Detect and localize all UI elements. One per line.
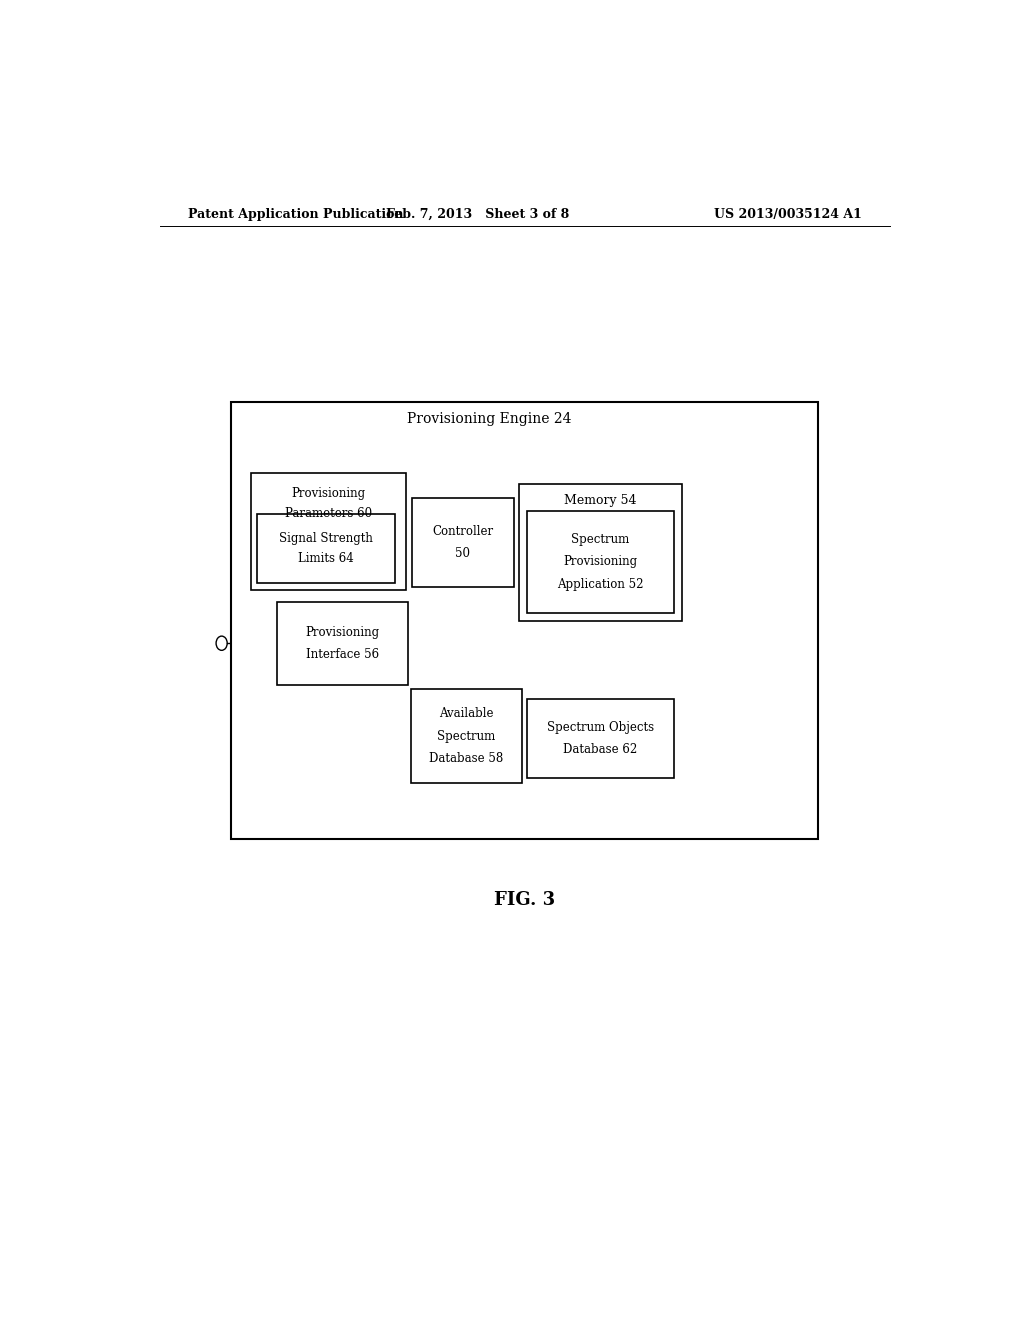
FancyBboxPatch shape [251, 474, 406, 590]
FancyBboxPatch shape [278, 602, 409, 685]
Text: 50: 50 [456, 548, 470, 560]
Text: Database 62: Database 62 [563, 743, 638, 756]
Text: Memory 54: Memory 54 [564, 494, 637, 507]
FancyBboxPatch shape [257, 515, 395, 583]
Text: Patent Application Publication: Patent Application Publication [187, 207, 403, 220]
Text: FIG. 3: FIG. 3 [495, 891, 555, 909]
Text: Signal Strength: Signal Strength [280, 532, 373, 545]
Text: Application 52: Application 52 [557, 578, 644, 591]
Text: Spectrum: Spectrum [571, 533, 630, 546]
Text: Provisioning: Provisioning [563, 556, 638, 569]
Text: Interface 56: Interface 56 [306, 648, 379, 661]
FancyBboxPatch shape [527, 700, 674, 779]
Text: Spectrum Objects: Spectrum Objects [547, 721, 654, 734]
Text: US 2013/0035124 A1: US 2013/0035124 A1 [714, 207, 862, 220]
Text: Available: Available [439, 708, 494, 721]
Text: Controller: Controller [432, 525, 494, 539]
Text: Feb. 7, 2013   Sheet 3 of 8: Feb. 7, 2013 Sheet 3 of 8 [386, 207, 568, 220]
Text: Limits 64: Limits 64 [298, 552, 354, 565]
Text: Spectrum: Spectrum [437, 730, 496, 743]
FancyBboxPatch shape [231, 403, 818, 840]
Text: Parameters 60: Parameters 60 [285, 507, 372, 520]
FancyBboxPatch shape [412, 498, 514, 587]
FancyBboxPatch shape [411, 689, 521, 784]
Text: Provisioning: Provisioning [291, 487, 366, 500]
Text: Provisioning Engine 24: Provisioning Engine 24 [408, 412, 571, 426]
FancyBboxPatch shape [519, 483, 682, 620]
Text: Provisioning: Provisioning [305, 626, 380, 639]
Text: Database 58: Database 58 [429, 752, 503, 766]
FancyBboxPatch shape [527, 511, 674, 612]
